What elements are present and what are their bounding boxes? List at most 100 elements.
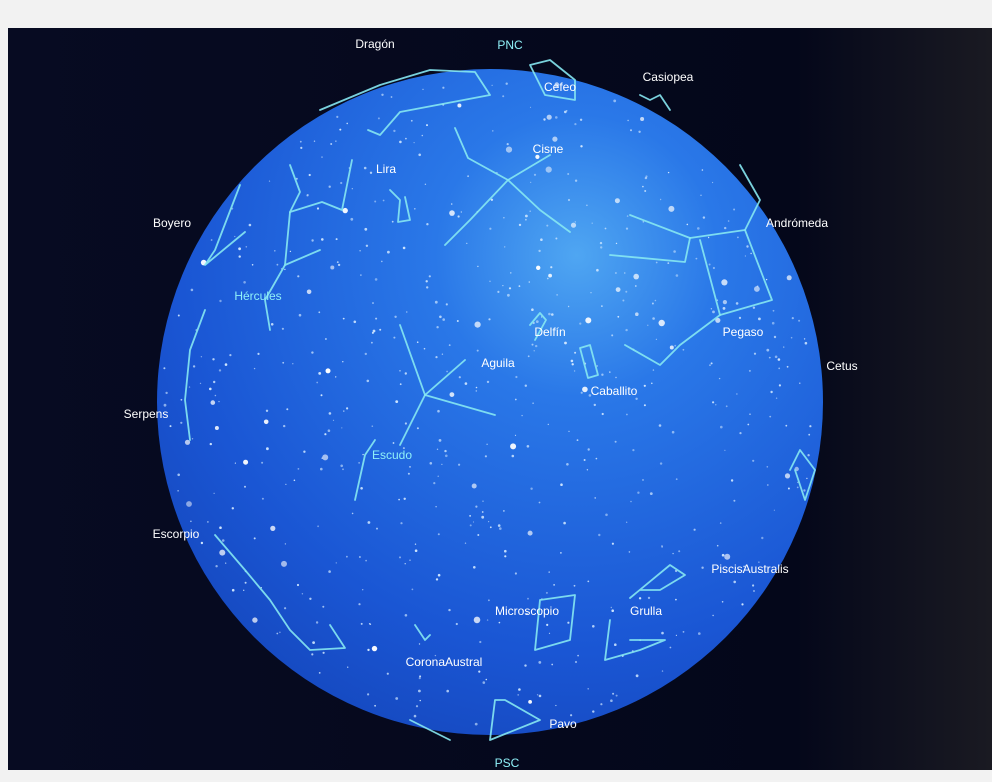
star [426,286,428,288]
star [733,581,736,584]
star [722,601,724,603]
star [311,653,313,655]
star [243,281,246,284]
star [488,521,489,522]
star [575,661,577,663]
star [286,408,288,410]
star [477,534,479,536]
star [391,96,393,98]
star [638,131,640,133]
star [504,246,505,247]
star [549,633,550,634]
star [372,646,377,651]
star [492,130,493,131]
star [473,521,474,522]
star [571,360,574,363]
constellation-label: Hércules [234,289,281,303]
star [329,412,332,415]
constellation-label: Pegaso [723,325,764,339]
star [605,514,608,517]
star [328,429,331,432]
star [478,671,480,673]
star [381,94,383,96]
star [659,320,665,326]
star [422,89,423,90]
star [659,424,662,427]
star [398,499,400,501]
star [515,399,517,401]
star [417,427,419,429]
star [548,313,551,316]
star [504,550,507,553]
star [555,238,557,240]
star [656,339,657,340]
star [414,142,415,143]
star [733,500,735,502]
star [439,316,442,319]
star [232,589,235,592]
star [652,303,654,305]
star [655,300,657,302]
star [614,643,617,646]
star [581,392,583,394]
star [624,272,625,273]
star [600,246,602,248]
star [190,521,192,523]
star [617,316,619,318]
star [787,275,792,280]
page: {"poles": {"north": "PNC", "south": "PSC… [0,0,992,782]
star [450,392,455,397]
star [435,506,436,507]
star [456,623,458,625]
star [625,329,627,331]
star [322,454,328,460]
star [457,104,461,108]
star [189,386,190,387]
star [745,255,746,256]
star [566,110,568,112]
star [709,364,711,366]
star [640,117,644,121]
star [437,410,440,413]
star [615,198,620,203]
star [436,578,438,580]
star [442,354,443,355]
star [750,253,751,254]
star [572,363,574,365]
star [439,439,442,442]
star [328,570,331,573]
star [587,469,588,470]
star [507,143,509,145]
star [321,238,324,241]
star [602,413,604,415]
star [616,695,618,697]
star [422,135,424,137]
constellation-label: Serpens [124,407,169,421]
star [477,350,479,352]
star [712,182,713,183]
star [290,251,291,252]
star [191,289,194,292]
star [470,524,472,526]
star [364,228,367,231]
star [537,694,538,695]
star [269,181,270,182]
star [416,705,418,707]
star [285,484,286,485]
star [499,527,502,530]
constellation-label: Dragón [355,37,394,51]
star [178,315,180,317]
star [346,407,348,409]
star [531,308,534,311]
star [778,358,781,361]
star [637,492,639,494]
star [625,291,627,293]
star [568,306,569,307]
star-chart-photo: PNC PSC Dragón Casiopea Boyero Andrómeda… [0,0,992,782]
star [758,318,761,321]
star [340,465,343,468]
star [376,528,378,530]
star [783,346,784,347]
star [209,388,212,391]
star [283,425,285,427]
